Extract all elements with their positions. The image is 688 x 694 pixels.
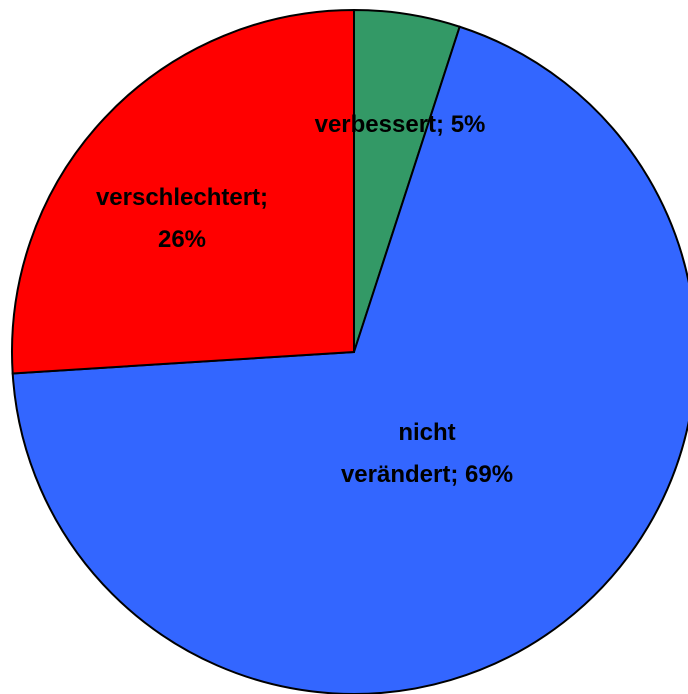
data-label: verbessert; 5% bbox=[315, 111, 486, 138]
pie-slice bbox=[11, 25, 688, 694]
pie-slice bbox=[11, 8, 355, 375]
data-label: nicht verändert; 69% bbox=[341, 419, 513, 488]
data-label: verschlechtert; 26% bbox=[96, 184, 268, 253]
